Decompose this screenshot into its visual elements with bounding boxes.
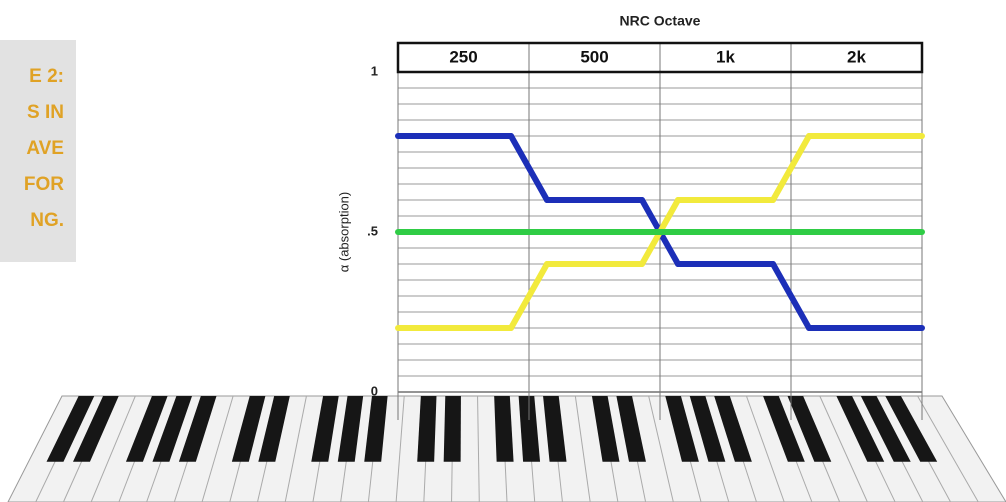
x-tick-label: 500 <box>580 47 608 66</box>
chart: E 2: S IN AVE FOR NG. NRC Octave α (absorpti… <box>0 0 1006 502</box>
y-tick-label: 1 <box>371 63 378 78</box>
x-tick-label: 250 <box>449 47 477 66</box>
sidebar-text: AVE <box>26 138 64 159</box>
page: {"sidebar": {"lines": ["E 2:", "S IN", "… <box>0 0 1006 502</box>
y-axis-label: α (absorption) <box>336 192 351 273</box>
x-tick-label: 1k <box>716 47 735 66</box>
sidebar-text: NG. <box>30 210 64 231</box>
x-tick-label: 2k <box>847 47 866 66</box>
black-key <box>444 396 461 462</box>
y-tick-label: .5 <box>367 223 378 238</box>
sidebar-text: FOR <box>24 174 64 195</box>
sidebar-text: E 2: <box>29 66 64 87</box>
keyboard <box>8 396 1006 502</box>
sidebar-text: S IN <box>27 102 64 123</box>
y-tick-label: 0 <box>371 383 378 398</box>
chart-title: NRC Octave <box>620 13 701 29</box>
